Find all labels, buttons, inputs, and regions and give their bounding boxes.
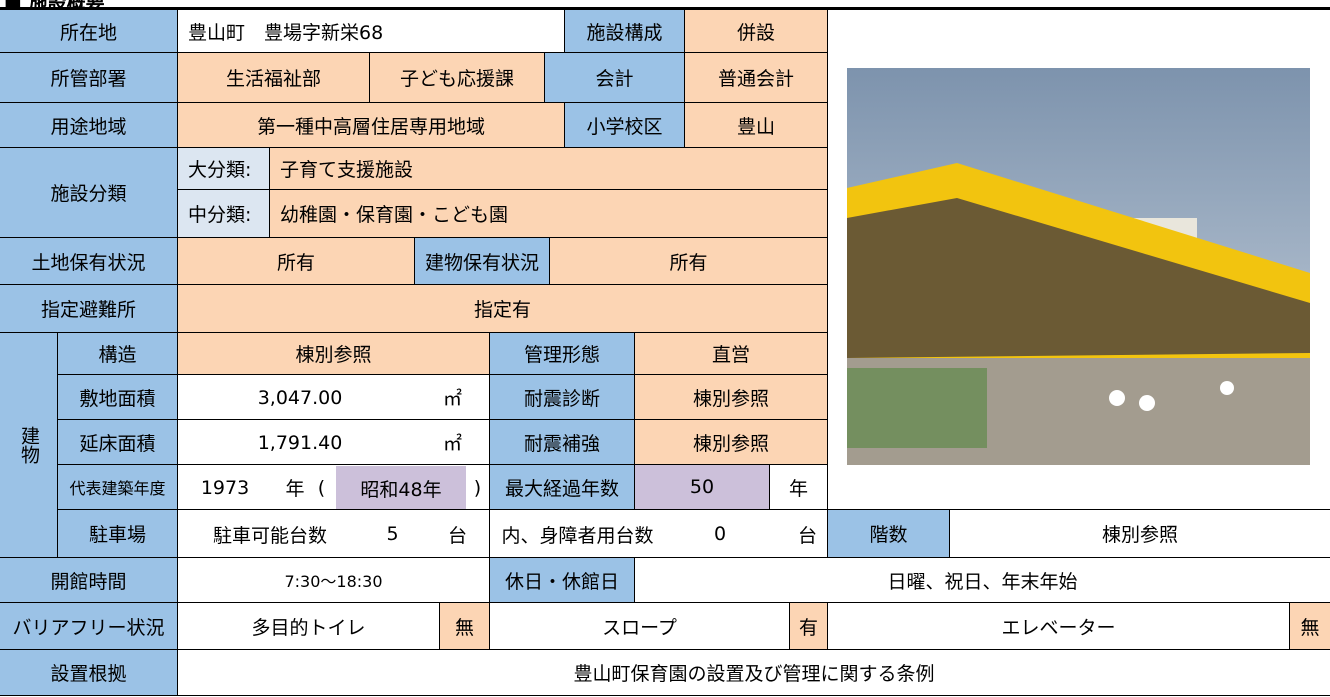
- table-cell: 豊山町保育園の設置及び管理に関する条例: [177, 649, 1330, 696]
- cell-text: 5: [386, 523, 399, 545]
- cell-text: 駐車可能台数: [212, 524, 327, 547]
- table-cell: 階数: [827, 509, 950, 558]
- table-cell: スロープ: [489, 602, 790, 650]
- table-cell: 第一種中高層住居専用地域: [177, 102, 565, 148]
- table-cell: 日曜、祝日、年末年始: [634, 557, 1330, 603]
- table-cell: 子育て支援施設: [269, 147, 828, 190]
- table-cell: 指定有: [177, 284, 828, 333]
- table-cell: 昭和48年: [336, 466, 466, 511]
- table-cell: 中分類:: [177, 189, 270, 238]
- table-cell: 所有: [177, 237, 415, 285]
- cell-text: 1973: [200, 476, 250, 499]
- cell-text: 0: [713, 523, 727, 545]
- table-cell: エレベーター: [827, 602, 1290, 650]
- table-cell: 指定避難所: [0, 284, 178, 333]
- table-cell: 50: [634, 464, 770, 510]
- table-cell: 最大経過年数: [489, 464, 635, 510]
- table-cell: 会計: [544, 52, 685, 103]
- table-cell: 所管部署: [0, 52, 178, 103]
- table-cell: 豊山町 豊場字新栄68: [177, 9, 565, 53]
- table-cell: 棟別参照: [634, 374, 828, 420]
- cell-box: [177, 374, 490, 420]
- table-cell: 所有: [549, 237, 828, 285]
- table-cell: 生活福祉部: [177, 52, 370, 103]
- cell-text: 3,047.00: [257, 386, 343, 409]
- table-cell: 設置根拠: [0, 649, 178, 696]
- table-cell: 耐震診断: [489, 374, 635, 420]
- table-cell: 普通会計: [684, 52, 828, 103]
- table-cell: 延床面積: [57, 419, 178, 465]
- table-cell: 所在地: [0, 9, 178, 53]
- facility-photo: [847, 68, 1310, 465]
- cell-box: [177, 419, 490, 465]
- table-cell: 耐震補強: [489, 419, 635, 465]
- table-cell: 敷地面積: [57, 374, 178, 420]
- table-cell: 有: [789, 602, 828, 650]
- table-cell: 休日・休館日: [489, 557, 635, 603]
- table-cell: 施設構成: [564, 9, 685, 53]
- table-cell: 施設分類: [0, 147, 178, 238]
- table-cell: 大分類:: [177, 147, 270, 190]
- table-cell: 無: [1289, 602, 1330, 650]
- table-cell: 駐車場: [57, 509, 178, 558]
- cell-text: ㎡: [442, 388, 462, 410]
- cell-text: 台: [447, 524, 467, 547]
- table-cell: 構造: [57, 332, 178, 375]
- table-cell: 小学校区: [564, 102, 685, 148]
- table-cell: 幼稚園・保育園・こども園: [269, 189, 828, 238]
- table-cell: 棟別参照: [177, 332, 490, 375]
- cell-text: ㎡: [442, 433, 462, 455]
- top-rule: [0, 7, 1330, 10]
- cell-text: 1,791.40: [257, 431, 343, 454]
- cell-text: 内、身障者用台数: [501, 524, 654, 547]
- table-cell: 子ども応援課: [369, 52, 545, 103]
- cell-text: 台: [797, 524, 817, 547]
- table-cell: 棟別参照: [949, 509, 1330, 558]
- table-cell: 豊山: [684, 102, 828, 148]
- table-cell: 併設: [684, 9, 828, 53]
- cell-box: [177, 509, 490, 558]
- cell-text: ): [473, 476, 482, 499]
- table-cell: 建物: [0, 332, 58, 558]
- table-cell: 建物保有状況: [414, 237, 550, 285]
- table-cell: 直営: [634, 332, 828, 375]
- cell-text: 年: [285, 478, 305, 500]
- table-cell: 多目的トイレ: [177, 602, 440, 650]
- cell-text: (: [317, 476, 326, 499]
- table-cell: 土地保有状況: [0, 237, 178, 285]
- table-cell: 無: [439, 602, 490, 650]
- table-cell: 管理形態: [489, 332, 635, 375]
- table-cell: 7:30〜18:30: [177, 557, 490, 603]
- table-cell: 棟別参照: [634, 419, 828, 465]
- table-cell: 用途地域: [0, 102, 178, 148]
- table-cell: 年: [769, 464, 828, 510]
- table-cell: バリアフリー状況: [0, 602, 178, 650]
- table-cell: 開館時間: [0, 557, 178, 603]
- table-cell: 代表建築年度: [57, 464, 178, 510]
